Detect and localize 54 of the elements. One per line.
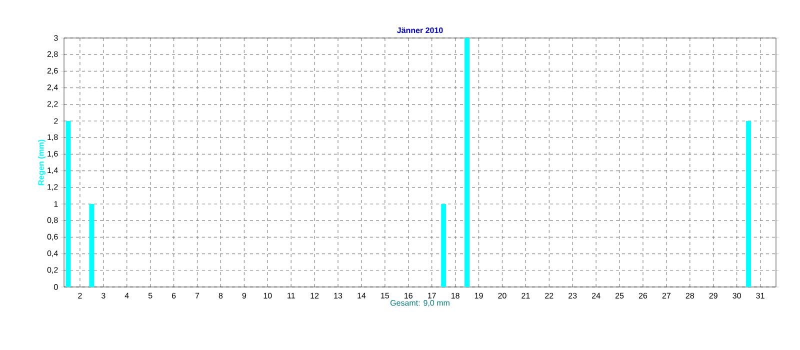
- y-axis-title: Regen (mm): [38, 140, 46, 186]
- x-axis-title: Gesamt: 9,0 mm: [390, 300, 450, 307]
- x-tick-label: 12: [310, 292, 319, 298]
- x-tick-label: 30: [732, 292, 741, 299]
- x-tick-label: 31: [756, 292, 764, 299]
- x-tick-label: 3: [102, 292, 106, 299]
- x-tick-label: 17: [428, 292, 436, 298]
- x-tick-label: 4: [124, 292, 129, 298]
- x-tick-label: 14: [358, 292, 366, 298]
- x-tick-label: 24: [592, 292, 600, 298]
- x-tick-label: 29: [709, 292, 718, 299]
- x-tick-label: 26: [638, 292, 648, 299]
- x-tick-label: 8: [218, 292, 223, 299]
- y-tick-label: 2,8: [47, 51, 58, 58]
- bar: [464, 38, 470, 287]
- x-tick-label: 9: [242, 292, 246, 299]
- x-tick-label: 28: [686, 292, 694, 299]
- y-tick-label: 1,6: [48, 150, 58, 158]
- x-tick-label: 20: [498, 292, 506, 299]
- x-tick-label: 19: [474, 292, 483, 299]
- bar: [441, 204, 446, 287]
- y-tick-label: 1,4: [48, 168, 58, 174]
- x-tick-label: 27: [662, 292, 670, 298]
- x-tick-label: 15: [381, 292, 390, 298]
- y-tick-label: 2,6: [47, 68, 58, 74]
- chart-title: Jänner 2010: [397, 27, 443, 34]
- y-tick-label: 1: [54, 201, 58, 207]
- y-tick-label: 2: [54, 118, 58, 124]
- y-tick-label: 0,6: [47, 234, 58, 240]
- x-tick-label: 7: [195, 292, 200, 298]
- y-tick-label: 1,8: [48, 134, 58, 141]
- bar: [746, 120, 752, 287]
- bar: [66, 120, 71, 287]
- x-tick-label: 13: [334, 292, 342, 299]
- y-tick-label: 0,4: [47, 250, 58, 258]
- y-tick-label: 2,2: [47, 101, 58, 108]
- y-tick-label: 1,2: [48, 184, 58, 191]
- x-tick-label: 25: [615, 292, 624, 299]
- y-tick-label: 0: [54, 284, 58, 290]
- x-tick-label: 16: [404, 292, 412, 299]
- y-tick-label: 0,2: [47, 267, 58, 274]
- y-tick-label: 3: [54, 35, 58, 41]
- x-tick-label: 21: [522, 292, 530, 298]
- x-tick-label: 11: [288, 292, 295, 298]
- x-tick-label: 2: [78, 292, 82, 298]
- y-tick-label: 0,8: [47, 217, 58, 224]
- bar: [89, 204, 94, 287]
- x-tick-label: 23: [568, 292, 577, 299]
- x-tick-label: 5: [148, 292, 152, 298]
- x-tick-label: 6: [172, 292, 176, 299]
- x-tick-label: 18: [451, 292, 460, 299]
- x-tick-label: 22: [545, 292, 554, 298]
- x-tick-label: 10: [264, 292, 272, 299]
- y-tick-label: 2,4: [47, 84, 58, 92]
